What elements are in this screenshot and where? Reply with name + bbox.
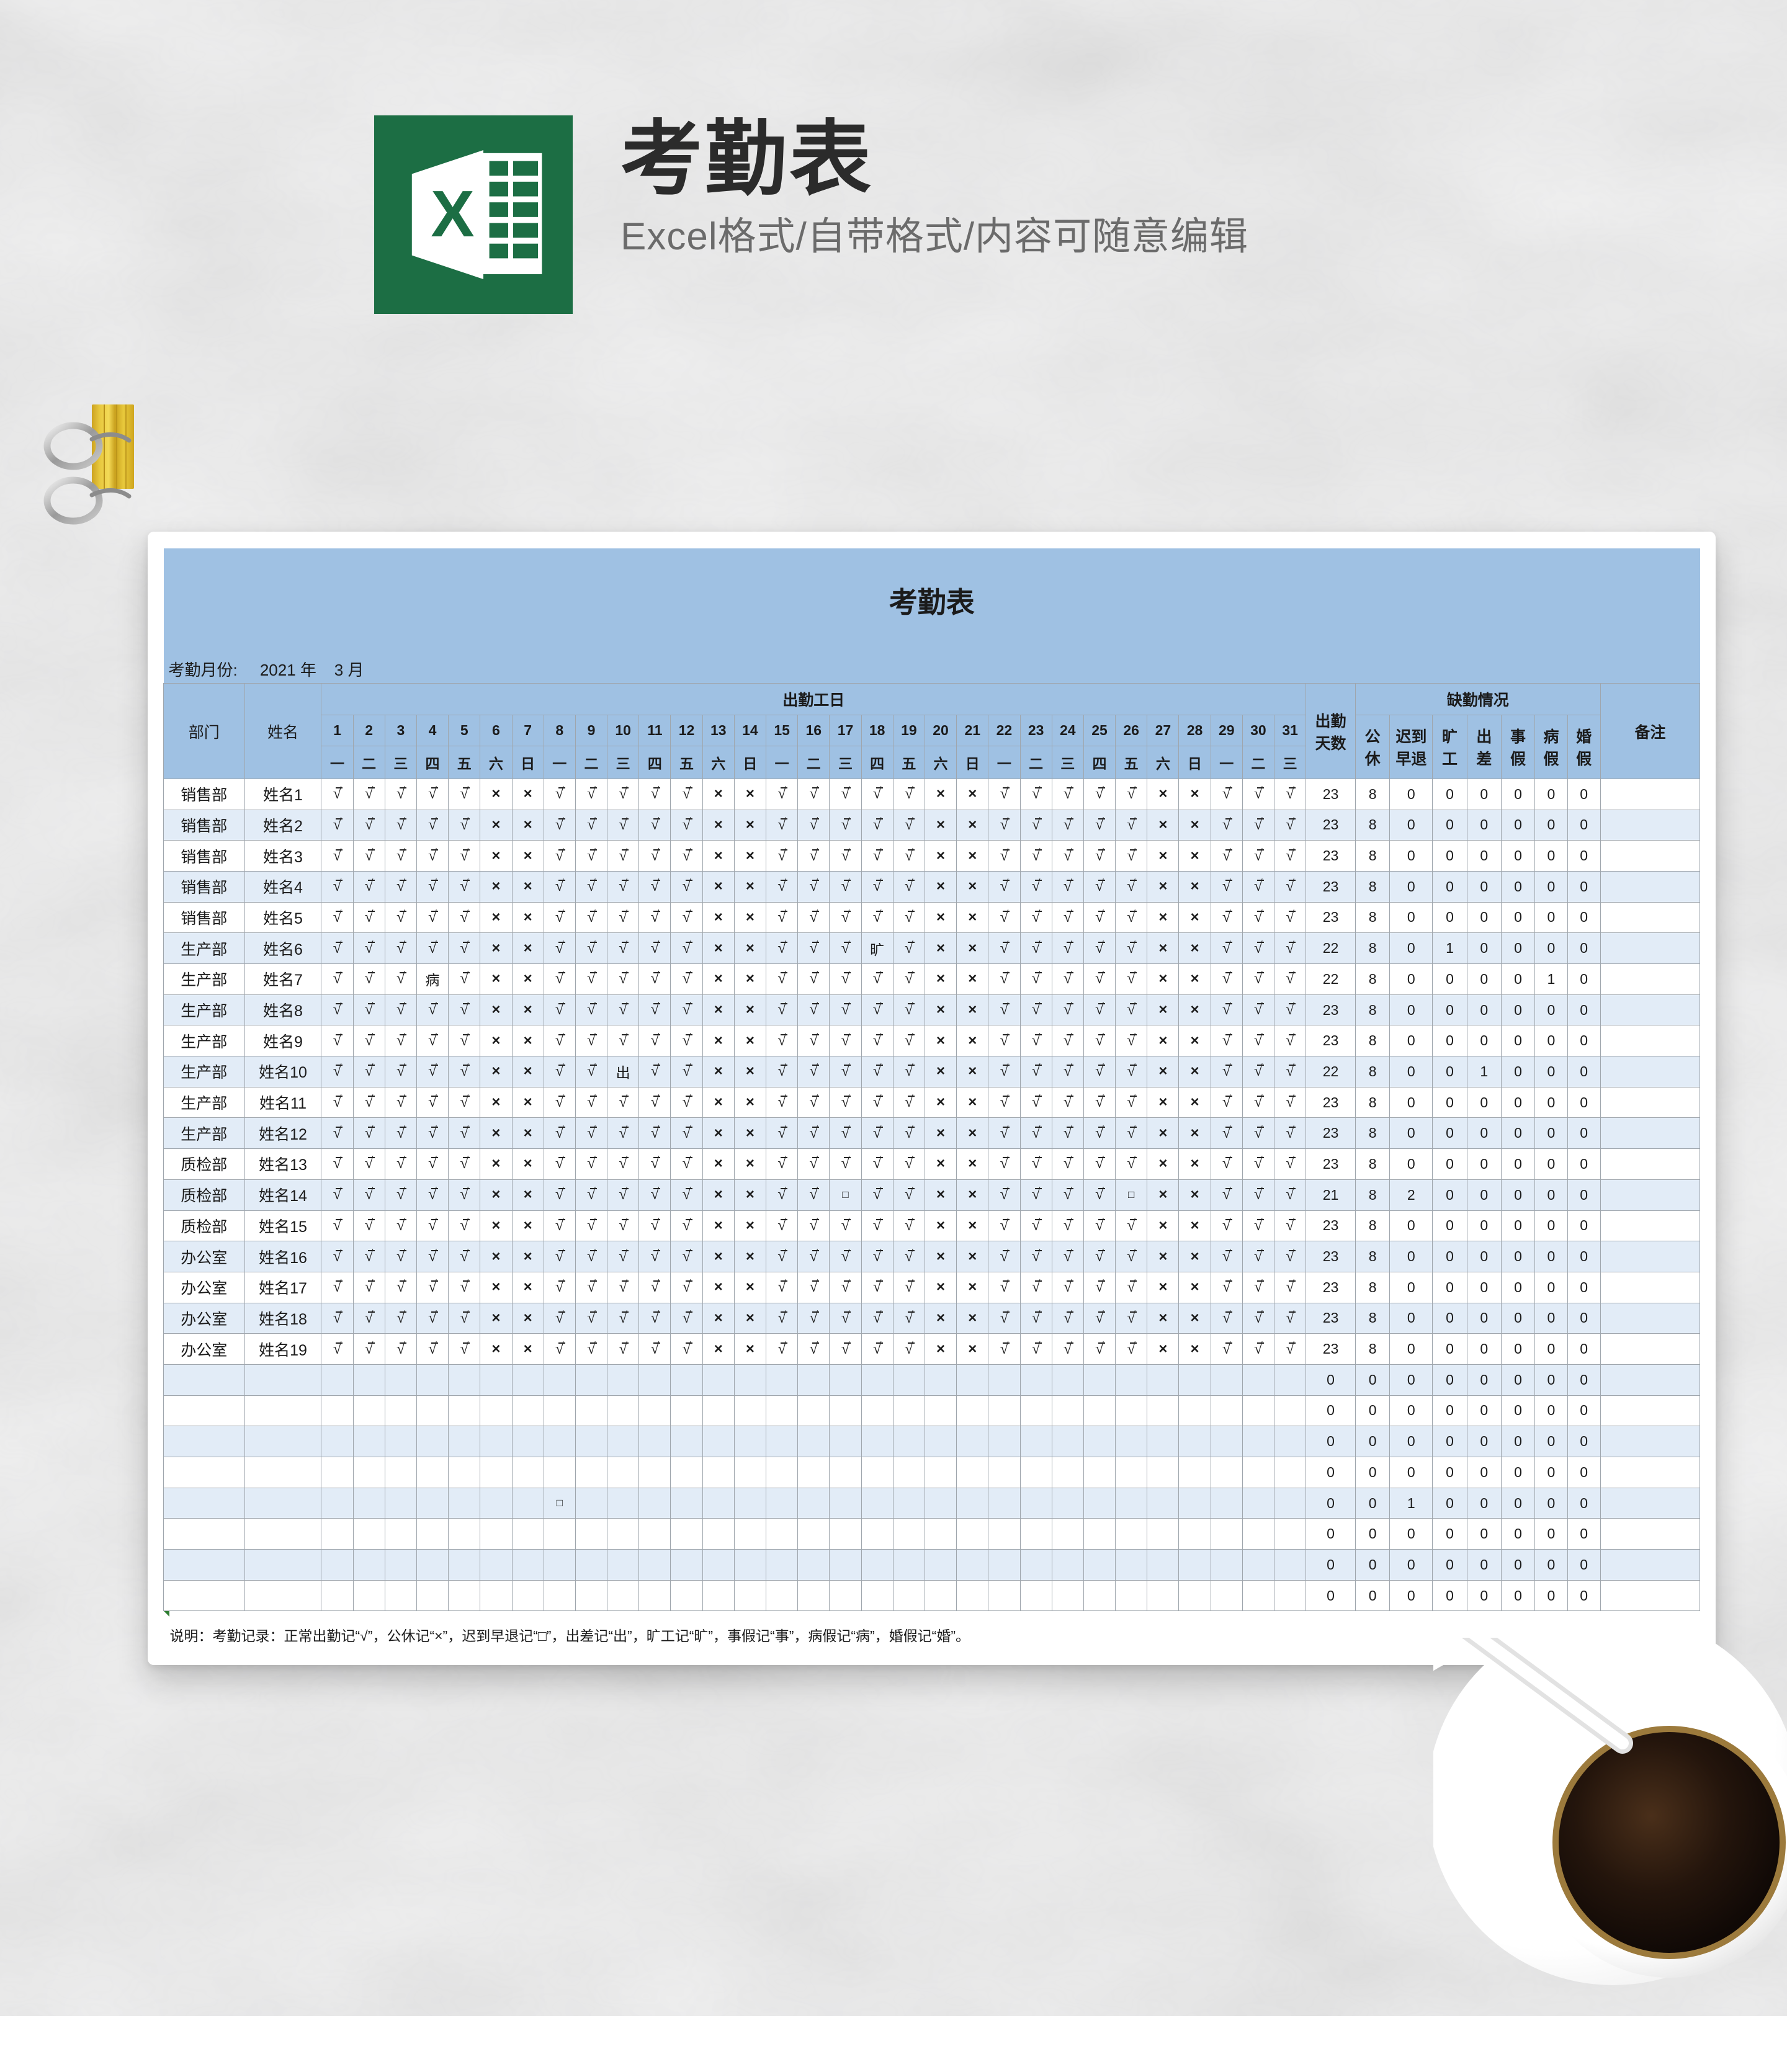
- svg-text:X: X: [431, 177, 474, 251]
